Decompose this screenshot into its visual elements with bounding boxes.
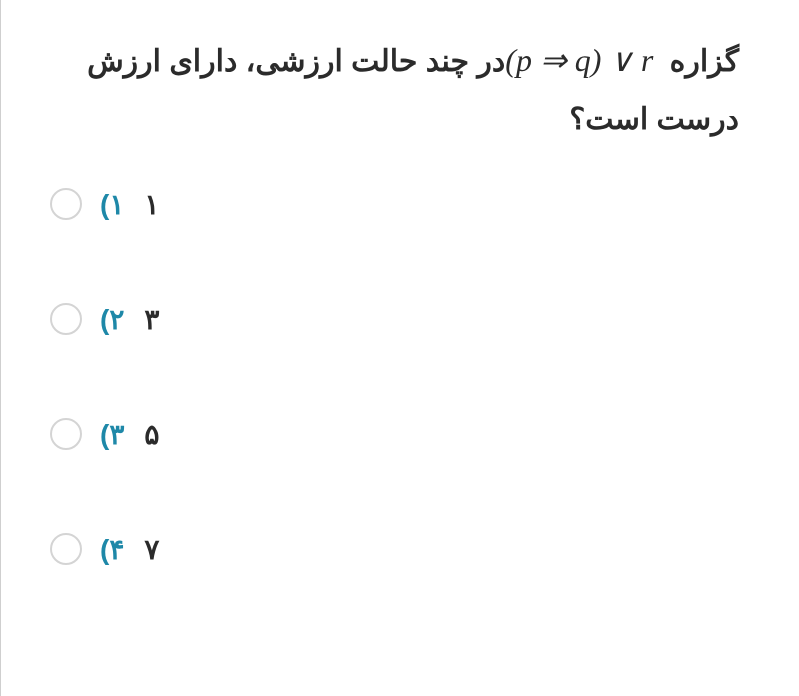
option-4[interactable]: ۷ ۴) bbox=[50, 533, 159, 566]
option-2-number: ۲) bbox=[100, 303, 124, 336]
formula-p: p bbox=[516, 42, 532, 78]
question-formula: (p ⇒ q) ∨ r bbox=[505, 42, 661, 78]
formula-r: r bbox=[641, 42, 653, 78]
formula-q: q bbox=[575, 42, 591, 78]
option-4-number: ۴) bbox=[100, 533, 124, 566]
option-1[interactable]: ۱ ۱) bbox=[50, 188, 159, 221]
formula-or: ∨ bbox=[601, 42, 640, 78]
question-part1: گزاره bbox=[661, 45, 739, 78]
quiz-container: گزاره (p ⇒ q) ∨ r در چند حالت ارزشی، دار… bbox=[0, 0, 799, 696]
question-text: گزاره (p ⇒ q) ∨ r در چند حالت ارزشی، دار… bbox=[40, 30, 739, 148]
option-4-value: ۷ bbox=[144, 533, 159, 566]
radio-2[interactable] bbox=[50, 303, 82, 335]
option-3-number: ۳) bbox=[100, 418, 124, 451]
option-3-value: ۵ bbox=[144, 418, 159, 451]
radio-1[interactable] bbox=[50, 188, 82, 220]
left-border bbox=[0, 0, 1, 696]
option-1-number: ۱) bbox=[100, 188, 124, 221]
option-3[interactable]: ۵ ۳) bbox=[50, 418, 159, 451]
formula-arrow: ⇒ bbox=[532, 42, 575, 78]
option-1-value: ۱ bbox=[144, 188, 159, 221]
radio-3[interactable] bbox=[50, 418, 82, 450]
formula-open: ( bbox=[505, 42, 516, 78]
radio-4[interactable] bbox=[50, 533, 82, 565]
option-2[interactable]: ۳ ۲) bbox=[50, 303, 159, 336]
formula-close: ) bbox=[591, 42, 602, 78]
option-2-value: ۳ bbox=[144, 303, 159, 336]
options-list: ۱ ۱) ۳ ۲) ۵ ۳) ۷ ۴) bbox=[40, 188, 739, 566]
